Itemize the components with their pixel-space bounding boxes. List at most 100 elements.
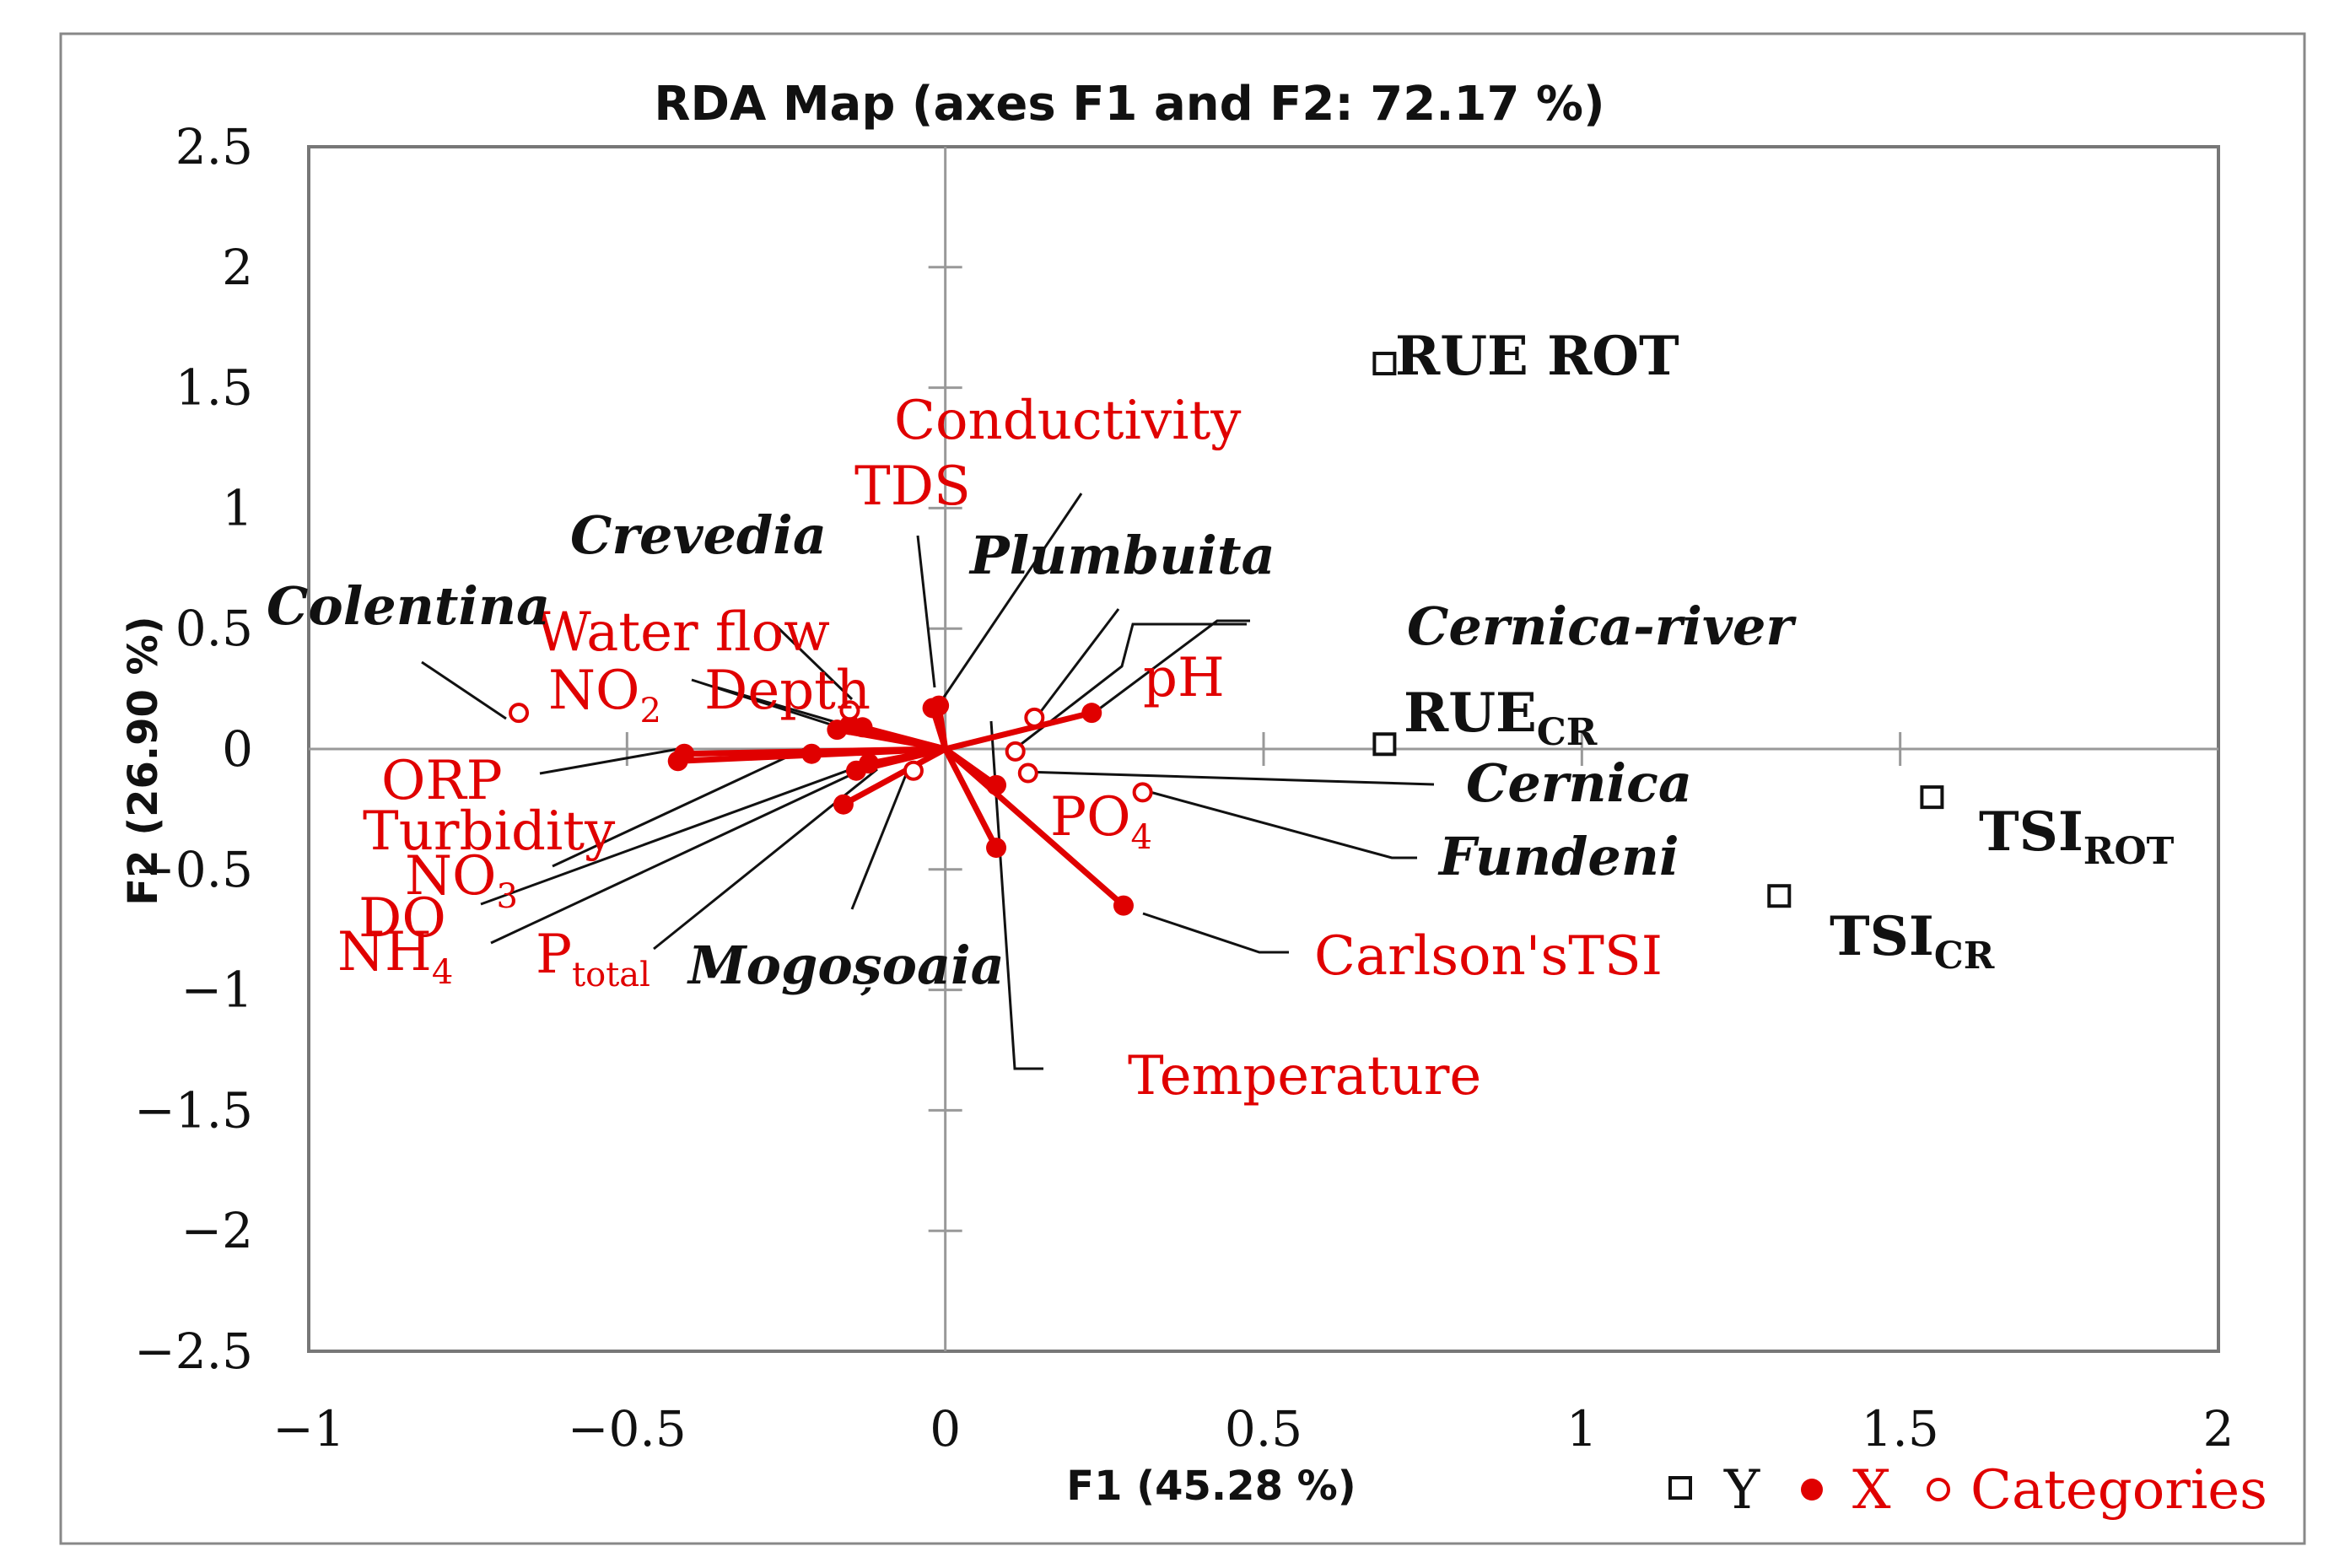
legend-categories-marker <box>1927 1478 1950 1501</box>
category-point <box>1132 782 1153 803</box>
y-variable-label: TSICR <box>1830 905 1995 978</box>
y-variable-label: RUE ROT <box>1395 325 1679 388</box>
y-tick-label: 2.5 <box>175 118 253 175</box>
x-axis-title: F1 (45.28 %) <box>1066 1463 1356 1510</box>
category-label: Cernica-river <box>1407 595 1797 657</box>
x-variable-vector <box>808 746 949 757</box>
x-variable-point <box>801 743 822 764</box>
y-tick-label: −2.5 <box>134 1323 253 1380</box>
y-tick-label: 1 <box>222 479 253 536</box>
x-variable-label: Ptotal <box>536 924 650 994</box>
chart-title: RDA Map (axes F1 and F2: 72.17 %) <box>654 77 1604 132</box>
category-leader-line <box>1014 622 1247 751</box>
category-label: Mogoșoaia <box>687 935 1005 996</box>
x-variable-point <box>986 838 1007 859</box>
x-variable-label: TDS <box>854 455 971 518</box>
x-variable-leader-line <box>916 535 936 688</box>
x-variable-vector <box>942 709 1095 752</box>
x-variable-leader-line <box>552 744 812 868</box>
x-tick-label: 1.5 <box>1862 1400 1939 1458</box>
y-tick-label: 0 <box>222 720 253 778</box>
y-variable-point <box>1372 352 1397 376</box>
y-axis-title: F2 (26.90 %) <box>120 616 167 905</box>
y-variable-label: TSIROT <box>1979 800 2175 873</box>
x-variable-point <box>1113 895 1134 916</box>
x-variable-point <box>1081 703 1102 724</box>
x-tick-label: −0.5 <box>568 1400 687 1458</box>
x-variable-leader-line <box>941 493 1083 699</box>
category-label: Cernica <box>1466 752 1692 814</box>
category-leader-line <box>774 624 854 701</box>
x-tick-label: 0 <box>930 1400 961 1458</box>
x-variable-leader-line <box>539 746 684 775</box>
x-variable-label: Turbidity <box>363 800 615 863</box>
y-tick-label: 0.5 <box>175 600 253 657</box>
point-layer <box>509 352 1944 916</box>
x-variable-label: Temperature <box>1128 1045 1481 1107</box>
y-variable-point <box>1767 884 1792 908</box>
x-variable-label: Conductivity <box>894 390 1241 452</box>
category-point <box>509 703 530 724</box>
x-variable-label: Water flow <box>536 601 830 664</box>
category-label: Plumbuita <box>968 525 1275 586</box>
category-point <box>1017 762 1038 784</box>
x-variable-vector <box>942 746 1000 851</box>
y-tick-label: −1.5 <box>134 1081 253 1139</box>
axes-layer: −1 −0.5 0 0.5 1 1.5 2 2.5 2 1.5 1 0.5 0 −0.5 −1 −1.5 −2 −… <box>134 118 2234 1458</box>
x-variable-label: PO4 <box>1050 786 1152 857</box>
legend-x-marker <box>1801 1479 1823 1501</box>
x-variable-vector <box>860 724 949 752</box>
x-variable-point <box>922 698 943 719</box>
x-variable-label: NH4 <box>337 921 453 992</box>
category-leader-line <box>1035 608 1120 718</box>
x-variable-leader-line <box>691 678 834 727</box>
legend-y-label: Y <box>1723 1459 1760 1522</box>
x-tick-label: −1 <box>272 1400 345 1458</box>
legend-x-label: X <box>1852 1459 1891 1522</box>
x-variable-leader-line <box>480 764 861 906</box>
legend: Y X Categories <box>1668 1459 2267 1522</box>
x-variable-label: Depth <box>704 660 871 722</box>
x-variable-leader-line <box>989 720 1043 1070</box>
x-variable-vector <box>840 746 949 808</box>
legend-categories-label: Categories <box>1970 1459 2267 1522</box>
x-variable-label: NO2 <box>548 660 661 730</box>
x-tick-label: 1 <box>1566 1400 1598 1458</box>
x-variable-label: ORP <box>381 750 503 812</box>
x-variable-label: pH <box>1143 647 1225 709</box>
y-tick-label: −1 <box>181 962 254 1019</box>
x-variable-leader-line <box>1142 912 1289 954</box>
category-leader-line <box>850 772 908 910</box>
x-variable-point <box>846 760 867 781</box>
x-variable-label: DO <box>358 887 446 950</box>
category-label: Fundeni <box>1437 826 1679 887</box>
category-label: Colentina <box>267 575 550 637</box>
category-point <box>903 760 924 781</box>
x-variable-point <box>986 774 1007 795</box>
x-variable-point <box>667 751 688 772</box>
legend-y-marker <box>1668 1476 1692 1500</box>
x-variable-leader-line <box>1093 619 1250 714</box>
x-variable-label: NO3 <box>405 845 518 916</box>
x-variable-leader-line <box>716 686 836 724</box>
y-tick-label: 2 <box>222 239 253 296</box>
x-tick-label: 2 <box>2203 1400 2234 1458</box>
x-variable-point <box>827 719 848 741</box>
x-variable-point <box>833 794 854 815</box>
y-variable-point <box>1372 732 1397 757</box>
category-point <box>839 700 860 721</box>
y-variable-point <box>1920 785 1944 810</box>
x-variable-label: Carlson'sTSI <box>1314 925 1663 988</box>
y-tick-label: 1.5 <box>175 359 253 417</box>
x-variable-vector <box>942 746 1127 909</box>
category-label: Crevedia <box>570 504 827 566</box>
y-tick-label: −0.5 <box>134 841 253 898</box>
x-tick-label: 0.5 <box>1225 1400 1302 1458</box>
category-point <box>1024 707 1045 728</box>
y-tick-label: −2 <box>181 1202 254 1259</box>
x-variable-leader-line <box>490 773 853 945</box>
category-point <box>1005 741 1026 762</box>
category-leader-line <box>1023 770 1435 786</box>
